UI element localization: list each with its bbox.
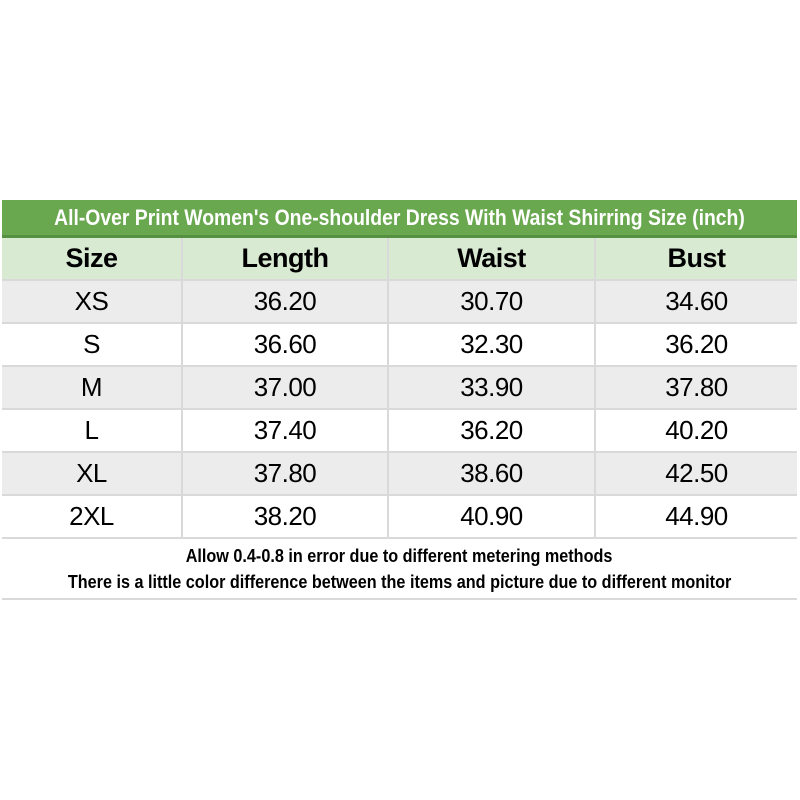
bust-cell: 37.80 xyxy=(596,367,797,408)
length-cell: 37.40 xyxy=(183,410,387,451)
waist-cell: 33.90 xyxy=(389,367,594,408)
bust-cell: 36.20 xyxy=(596,324,797,365)
length-cell: 36.60 xyxy=(183,324,387,365)
note-line-color-difference: There is a little color difference betwe… xyxy=(67,571,732,592)
size-cell: 2XL xyxy=(2,496,181,537)
header-cell-length: Length xyxy=(183,238,387,279)
header-cell-waist: Waist xyxy=(389,238,594,279)
notes-row: Allow 0.4-0.8 in error due to different … xyxy=(2,539,797,598)
header-cell-bust: Bust xyxy=(596,238,797,279)
waist-cell: 38.60 xyxy=(389,453,594,494)
size-chart-title: All-Over Print Women's One-shoulder Dres… xyxy=(54,204,745,230)
length-cell: 37.80 xyxy=(183,453,387,494)
size-cell: S xyxy=(2,324,181,365)
bust-cell: 40.20 xyxy=(596,410,797,451)
size-cell: XS xyxy=(2,281,181,322)
length-cell: 38.20 xyxy=(183,496,387,537)
bust-cell: 42.50 xyxy=(596,453,797,494)
bust-cell: 34.60 xyxy=(596,281,797,322)
bust-cell: 44.90 xyxy=(596,496,797,537)
size-chart: All-Over Print Women's One-shoulder Dres… xyxy=(2,200,797,600)
length-cell: 37.00 xyxy=(183,367,387,408)
waist-cell: 36.20 xyxy=(389,410,594,451)
length-cell: 36.20 xyxy=(183,281,387,322)
waist-cell: 40.90 xyxy=(389,496,594,537)
waist-cell: 32.30 xyxy=(389,324,594,365)
size-cell: L xyxy=(2,410,181,451)
size-table: Size Length Waist Bust XS 36.20 30.70 34… xyxy=(2,238,797,600)
header-cell-size: Size xyxy=(2,238,181,279)
size-cell: XL xyxy=(2,453,181,494)
size-cell: M xyxy=(2,367,181,408)
note-line-metering: Allow 0.4-0.8 in error due to different … xyxy=(186,545,613,566)
size-chart-title-bar: All-Over Print Women's One-shoulder Dres… xyxy=(2,200,797,238)
waist-cell: 30.70 xyxy=(389,281,594,322)
